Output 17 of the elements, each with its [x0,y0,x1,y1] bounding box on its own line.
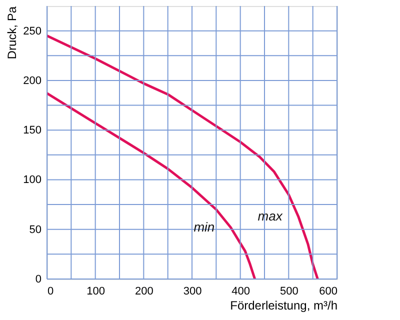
x-tick-label: 600 [319,286,338,298]
x-axis-title: Förderleistung, m³/h [230,298,338,312]
y-tick-label: 200 [23,74,42,87]
x-tick-label: 300 [183,286,202,298]
line-series [46,92,256,280]
x-tick-label: 0 [48,286,54,298]
x-tick-label: 400 [232,286,250,298]
y-tick-label: 50 [29,224,42,236]
x-tick-label: 500 [280,286,298,298]
y-tick-label: 0 [35,274,42,286]
x-tick-label: 100 [86,286,106,298]
y-tick-label: 150 [23,124,42,137]
y-tick-label: 250 [23,25,42,38]
x-tick-label: 200 [134,286,154,298]
line-series [46,34,319,280]
y-axis-title: Druck, Pa [5,6,20,60]
y-tick-label: 100 [23,174,42,186]
